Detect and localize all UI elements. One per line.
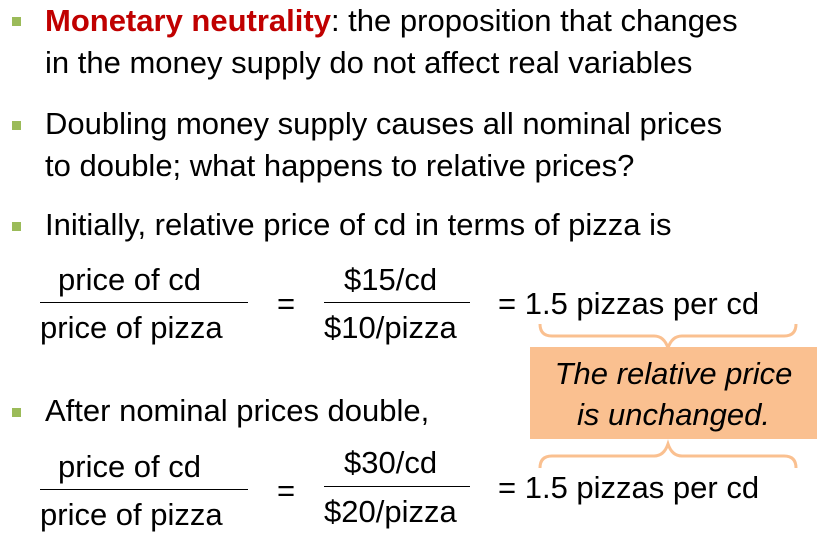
brace-top-icon (538, 439, 798, 469)
bullet-marker-4 (12, 408, 21, 417)
monetary-neutrality-term: Monetary neutrality (45, 3, 331, 38)
bullet-1-line-1: Monetary neutrality: the proposition tha… (45, 0, 738, 43)
bullet-4-line-1: After nominal prices double, (45, 393, 430, 428)
equation-2-value-numerator: $30/cd (344, 445, 438, 480)
bullet-1-definition-start: : the proposition that changes (330, 3, 738, 38)
callout-box (530, 347, 817, 439)
equation-1-fraction-bar (40, 302, 248, 303)
callout-line-2: is unchanged. (576, 397, 771, 432)
equation-2-value-fraction-bar (324, 486, 470, 487)
equation-2-denominator: price of pizza (40, 497, 223, 532)
equation-1-value-fraction-bar (324, 302, 470, 303)
bullet-marker-1 (12, 17, 21, 26)
equation-1-value-denominator: $10/pizza (324, 310, 457, 345)
equation-1-result: = 1.5 pizzas per cd (498, 286, 760, 321)
bullet-marker-2 (12, 121, 21, 130)
bullet-marker-3 (12, 222, 21, 231)
equation-2-equals: = (277, 473, 296, 508)
bullet-1-line-2: in the money supply do not affect real v… (45, 45, 693, 80)
equation-2-value-denominator: $20/pizza (324, 494, 457, 529)
equation-1-equals: = (277, 286, 296, 321)
bullet-2-line-1: Doubling money supply causes all nominal… (45, 106, 723, 141)
equation-2-numerator: price of cd (58, 449, 202, 484)
callout-line-1: The relative price (554, 356, 793, 391)
equation-2-fraction-bar (40, 489, 248, 490)
equation-1-denominator: price of pizza (40, 310, 223, 345)
bullet-2-line-2: to double; what happens to relative pric… (45, 148, 635, 183)
equation-1-value-numerator: $15/cd (344, 262, 438, 297)
equation-1-numerator: price of cd (58, 262, 202, 297)
bullet-3-line-1: Initially, relative price of cd in terms… (45, 207, 672, 242)
equation-2-result: = 1.5 pizzas per cd (498, 470, 760, 505)
